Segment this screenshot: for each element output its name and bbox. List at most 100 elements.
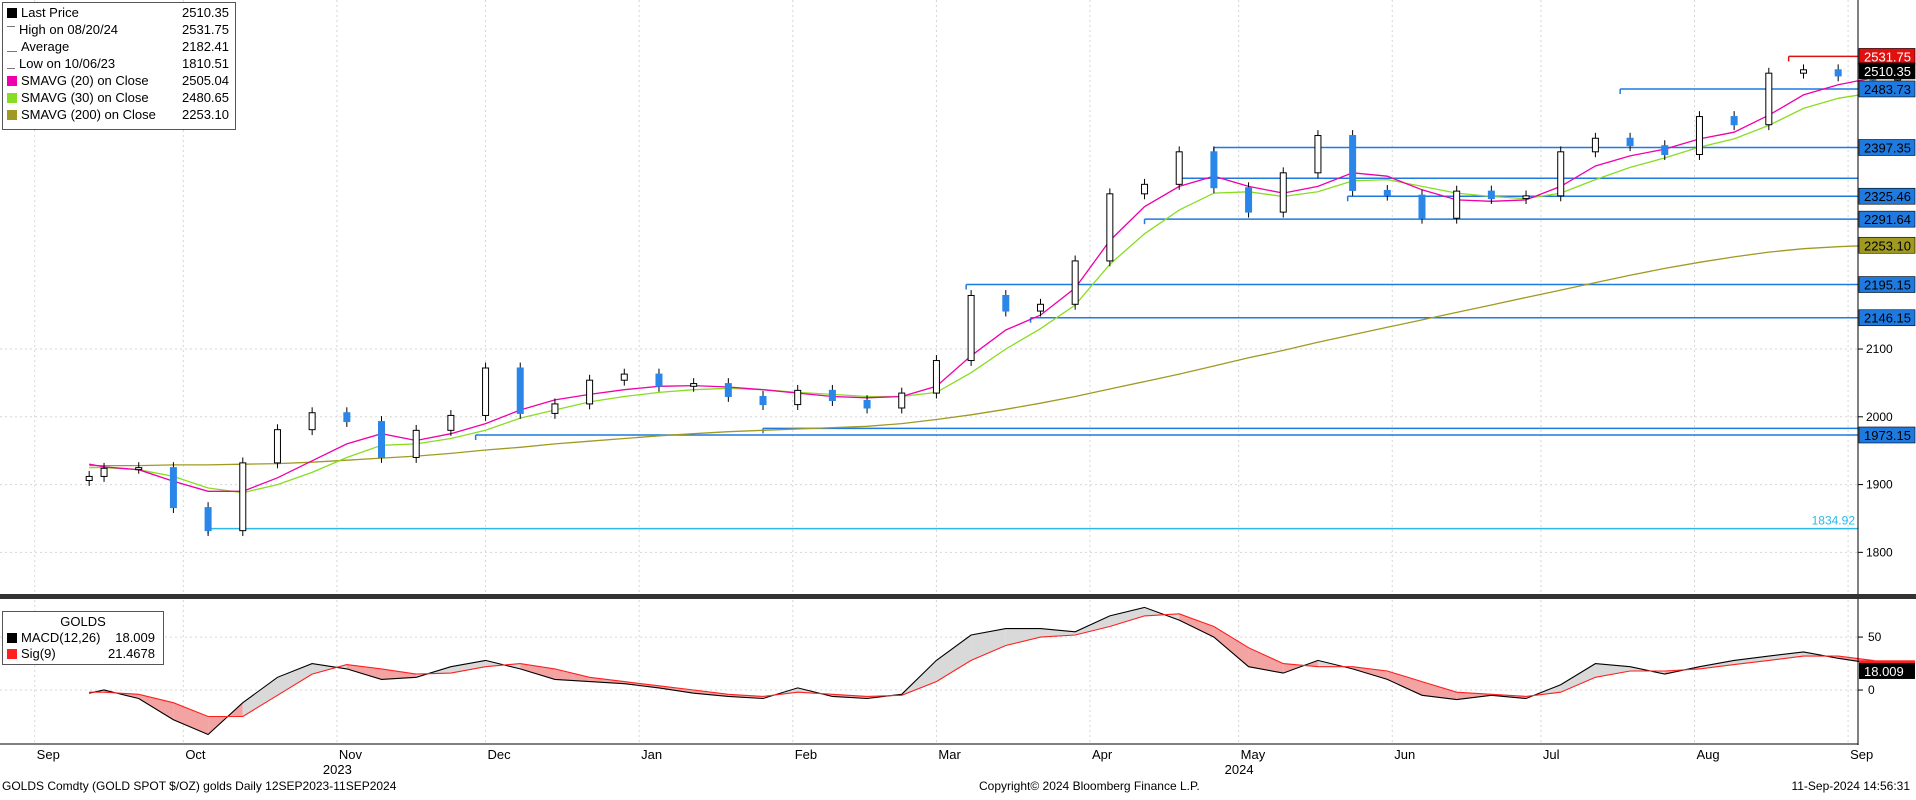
legend-value: 2505.04 (182, 73, 229, 88)
legend-value: 2253.10 (182, 107, 229, 122)
legend-value: 2182.41 (182, 39, 229, 54)
macd-line (89, 606, 1898, 736)
candle (1418, 189, 1426, 224)
legend-label: MACD(12,26) (21, 630, 101, 645)
candle (378, 416, 386, 463)
candle-body (343, 412, 351, 423)
price-tag-label: 2397.35 (1864, 141, 1911, 156)
candle (273, 424, 281, 469)
price-tag-box (1858, 236, 1916, 254)
x-tick-label: Oct (185, 747, 206, 762)
macd-fill (1560, 663, 1596, 693)
candle (1314, 130, 1322, 179)
x-tick-label: May (1241, 747, 1266, 762)
price-tag-label: 2291.64 (1864, 212, 1911, 227)
candle-body (1591, 137, 1599, 153)
candle-body (967, 294, 975, 362)
candle-body (1765, 72, 1773, 126)
price-tag-box (1858, 62, 1916, 80)
x-axis: Sep Oct Nov Dec Jan Feb Mar Apr May Jun Jul Aug Sep 2… (0, 0, 1916, 777)
legend-item-average: Average 2182.41 (7, 39, 233, 55)
candle-body (1349, 135, 1357, 191)
candle (412, 424, 420, 463)
panel-separator (0, 594, 1916, 599)
macd-fill (1387, 670, 1422, 696)
candle (1765, 67, 1773, 131)
candle (1279, 167, 1287, 218)
price-legend: Last Price 2510.35 High on 08/20/24 2531.7… (2, 2, 236, 130)
sma30-line (89, 90, 1898, 494)
price-tag-label: 2325.46 (1864, 189, 1911, 204)
sma20-swatch (7, 76, 17, 86)
candle-body (1661, 145, 1669, 156)
candle-body (447, 414, 455, 431)
price-tag-label: 2146.15 (1864, 311, 1911, 326)
price-tag: 2510.35 (1858, 62, 1916, 80)
price-tag: 2146.15 (1858, 309, 1916, 327)
candle (551, 398, 559, 419)
candle (1141, 178, 1149, 200)
candle-body (1106, 193, 1114, 262)
macd-tag: 18.009 (1859, 662, 1915, 679)
macd-tag-label: 18.009 (1864, 664, 1904, 679)
legend-label: Sig(9) (21, 646, 56, 661)
macd-fill (1768, 651, 1804, 661)
macd-fill (1734, 656, 1769, 665)
candle-body (1314, 135, 1322, 174)
candle-body (1730, 116, 1738, 126)
price-tag-label: 2483.73 (1864, 82, 1911, 97)
candle (1626, 132, 1634, 152)
price-tag: 1973.15 (1858, 426, 1916, 444)
legend-label: SMAVG (200) on Close (21, 107, 156, 122)
candle (343, 407, 351, 427)
macd-fill (971, 628, 1006, 661)
legend-value: 18.009 (115, 630, 155, 645)
candle (1695, 111, 1703, 160)
macd-fill (277, 663, 313, 696)
sma200-line (89, 244, 1898, 467)
x-tick-label: Sep (1850, 747, 1873, 762)
price-tag: 2195.15 (1858, 276, 1916, 293)
candle (898, 387, 906, 414)
macd-fill (1109, 607, 1145, 627)
candle (1071, 255, 1079, 310)
sma200-swatch (7, 110, 17, 120)
candle (85, 471, 93, 486)
candle-body (932, 360, 940, 394)
candle (828, 384, 836, 406)
legend-item-macd: MACD(12,26) 18.009 (7, 630, 159, 646)
candle-body (1799, 69, 1807, 74)
macd-tag-box (1859, 662, 1915, 679)
candle-body (794, 389, 802, 406)
last-price-swatch (7, 8, 17, 18)
price-tag: 2397.35 (1858, 139, 1916, 156)
footer-copyright: Copyright© 2024 Bloomberg Finance L.P. (979, 779, 1200, 793)
x-year-label: 2023 (323, 762, 352, 777)
candle-body (204, 507, 212, 532)
candle-body (169, 467, 177, 509)
price-tag-box (1858, 210, 1916, 228)
candle-body (759, 395, 767, 406)
candle-body (378, 421, 386, 458)
candle (724, 378, 732, 402)
candle-body (85, 475, 93, 481)
legend-label: High on 08/20/24 (19, 22, 119, 37)
macd-fill (1213, 626, 1249, 667)
candle-body (551, 403, 559, 414)
candle-body (516, 367, 524, 414)
macd-y-tick-label: 0 (1868, 683, 1875, 697)
candle-body (1522, 195, 1530, 200)
candle (1453, 185, 1461, 224)
macd-fill (1248, 647, 1284, 674)
price-tag: 2325.46 (1858, 187, 1916, 205)
candle (967, 290, 975, 366)
price-tag-box (1858, 187, 1916, 205)
candle-body (1071, 260, 1079, 305)
candle (447, 410, 455, 436)
candle (482, 362, 490, 421)
candle-body (1210, 151, 1218, 189)
candle (586, 374, 594, 410)
x-tick-label: Apr (1092, 747, 1113, 762)
legend-item-sma30: SMAVG (30) on Close 2480.65 (7, 90, 233, 106)
macd-fill (381, 668, 417, 680)
